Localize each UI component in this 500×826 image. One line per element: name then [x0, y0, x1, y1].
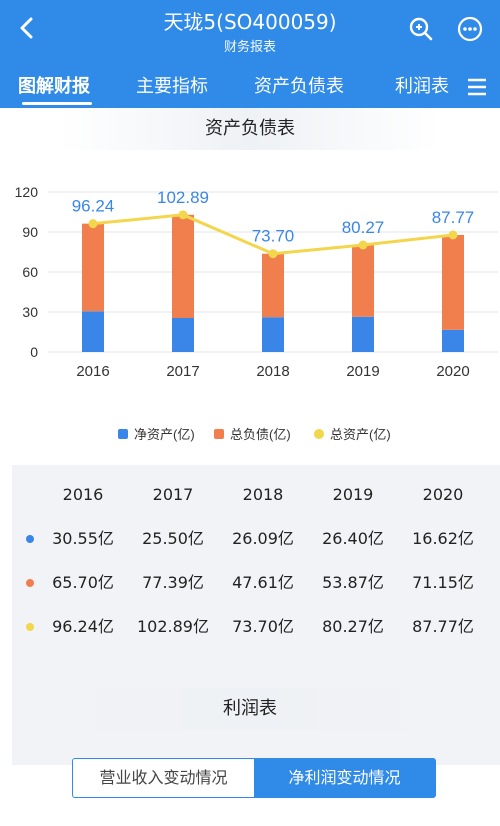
legend-label: 总负债(亿): [230, 427, 291, 442]
total-liabilities-bar: [172, 214, 194, 318]
table-row-total-assets: 96.24亿 102.89亿 73.70亿 80.27亿 87.77亿: [12, 605, 500, 649]
x-tick-label: 2016: [76, 363, 109, 380]
total-liabilities-bar: [442, 234, 464, 330]
page-title: 天珑5(SO400059): [163, 10, 337, 34]
search-button[interactable]: [406, 14, 436, 44]
tab-graphic-report[interactable]: 图解财报: [18, 76, 90, 97]
tab-key-indicators[interactable]: 主要指标: [136, 76, 208, 97]
total-assets-point: [358, 240, 368, 250]
table-cell: 53.87亿: [322, 573, 384, 592]
total-assets-point: [88, 219, 98, 229]
x-tick-label: 2017: [166, 363, 199, 380]
total-assets-marker: [26, 623, 34, 631]
year-header: 2019: [332, 485, 374, 504]
table-cell: 73.70亿: [232, 617, 294, 636]
y-tick-label: 0: [30, 344, 38, 360]
data-label: 73.70: [252, 227, 295, 246]
table-cell: 80.27亿: [322, 617, 384, 636]
net-assets-bar: [82, 311, 104, 352]
x-tick-label: 2020: [436, 363, 469, 380]
x-tick-label: 2019: [346, 363, 379, 380]
balance-sheet-title: 资产负债表: [58, 108, 442, 150]
data-label: 87.77: [432, 208, 475, 227]
legend-label: 总资产(亿): [330, 427, 391, 442]
table-cell: 26.40亿: [322, 529, 384, 548]
y-tick-label: 30: [22, 304, 38, 320]
net-assets-bar: [352, 316, 374, 352]
content-card: 资产负债表 0 30 60 90 120 2016 2017 2018 2019 2020 96.2…: [0, 108, 500, 826]
table-cell: 87.77亿: [412, 617, 474, 636]
net-assets-bar: [442, 329, 464, 352]
table-cell: 102.89亿: [137, 617, 209, 636]
net-profit-change-button[interactable]: 净利润变动情况: [254, 759, 435, 797]
total-liabilities-bar: [82, 223, 104, 312]
legend-label: 净资产(亿): [134, 427, 195, 442]
data-label: 80.27: [342, 218, 385, 237]
tab-balance-sheet[interactable]: 资产负债表: [254, 76, 344, 97]
table-header-row: 2016 2017 2018 2019 2020: [12, 473, 500, 517]
tab-income-statement[interactable]: 利润表: [395, 76, 449, 97]
revenue-change-button[interactable]: 营业收入变动情况: [99, 768, 228, 787]
total-assets-point: [178, 210, 188, 220]
y-tick-label: 60: [22, 264, 38, 280]
total-assets-point: [448, 230, 458, 240]
legend-marker: [118, 429, 128, 439]
total-liabilities-marker: [26, 579, 34, 587]
balance-sheet-chart: 0 30 60 90 120 2016 2017 2018 2019 2020 96.24 102.8…: [15, 184, 498, 442]
table-row-total-liabilities: 65.70亿 77.39亿 47.61亿 53.87亿 71.15亿: [12, 561, 500, 605]
menu-icon: [468, 78, 486, 96]
app-header: 天珑5(SO400059) 财务报表 图解财报 主要指标 资产负债表 利润表: [0, 0, 500, 108]
table-cell: 47.61亿: [232, 573, 294, 592]
data-label: 102.89: [157, 188, 209, 207]
total-liabilities-bar: [262, 253, 284, 318]
chevron-left-icon: [20, 17, 33, 39]
table-cell: 96.24亿: [52, 617, 114, 636]
back-button[interactable]: [10, 10, 46, 46]
year-header: 2020: [422, 485, 464, 504]
table-cell: 25.50亿: [142, 529, 204, 548]
y-tick-label: 120: [15, 184, 39, 200]
page-subtitle: 财务报表: [223, 40, 276, 55]
table-cell: 16.62亿: [412, 529, 474, 548]
total-assets-point: [268, 249, 278, 259]
x-tick-label: 2018: [256, 363, 289, 380]
total-liabilities-bar: [352, 244, 374, 317]
table-cell: 26.09亿: [232, 529, 294, 548]
data-label: 96.24: [72, 197, 115, 216]
table-cell: 77.39亿: [142, 573, 204, 592]
table-cell: 71.15亿: [412, 573, 474, 592]
legend-marker: [214, 429, 224, 439]
net-assets-marker: [26, 535, 34, 543]
table-cell: 65.70亿: [52, 573, 114, 592]
table-row-net-assets: 30.55亿 25.50亿 26.09亿 26.40亿 16.62亿: [12, 517, 500, 561]
table-cell: 30.55亿: [52, 529, 114, 548]
more-dots-icon: [457, 16, 483, 42]
y-tick-label: 90: [22, 224, 38, 240]
tab-bar: 图解财报 主要指标 资产负债表 利润表: [0, 64, 500, 108]
year-header: 2018: [242, 485, 284, 504]
more-options-button[interactable]: [455, 14, 485, 44]
zoom-search-icon: [409, 17, 433, 41]
active-tab-indicator: [22, 102, 92, 105]
income-toggle: 营业收入变动情况 净利润变动情况: [72, 758, 436, 798]
income-statement-title: 利润表: [58, 688, 442, 730]
year-header: 2016: [62, 485, 104, 504]
legend-marker-total-assets: [314, 429, 324, 439]
tab-menu-button[interactable]: [456, 72, 500, 102]
net-assets-bar: [262, 317, 284, 352]
net-assets-bar: [172, 318, 194, 352]
year-header: 2017: [152, 485, 194, 504]
